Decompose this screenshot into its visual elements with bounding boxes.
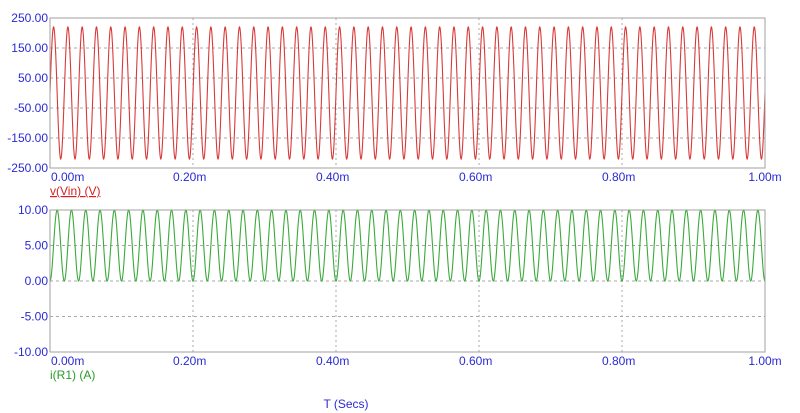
x-tick-label: 0.20m [173, 170, 206, 184]
x-tick-label: 0.00m [51, 354, 84, 368]
y-tick-label: 50.00 [18, 71, 48, 85]
y-tick-label: -150.00 [7, 131, 48, 145]
x-tick-label: 0.40m [316, 170, 349, 184]
x-tick-label: 0.60m [459, 354, 492, 368]
y-tick-label: -10.00 [14, 345, 48, 359]
y-tick-label: -50.00 [14, 101, 48, 115]
y-tick-label: -250.00 [7, 161, 48, 175]
plot-frame [49, 209, 766, 353]
plot-frame [49, 17, 766, 169]
y-tick-label: 10.00 [18, 203, 48, 217]
x-tick-label: 0.20m [173, 354, 206, 368]
series-label: i(R1) (A) [50, 368, 95, 382]
x-tick-label: 0.40m [316, 354, 349, 368]
y-tick-label: 150.00 [11, 41, 48, 55]
waveform-trace [49, 209, 766, 282]
x-tick-label: 0.80m [602, 354, 635, 368]
y-tick-label: 0.00 [25, 274, 49, 288]
y-tick-label: 250.00 [11, 11, 48, 25]
voltage-plot: 250.00 150.00 50.00 -50.00 -150.00 -250.000.0… [7, 11, 781, 198]
waveform-trace [49, 25, 766, 161]
series-label: v(Vin) (V) [50, 184, 100, 198]
x-axis-title: T (Secs) [323, 397, 368, 411]
x-tick-label: 0.60m [459, 170, 492, 184]
x-tick-label: 0.80m [602, 170, 635, 184]
current-plot: 10.00 5.00 0.00 -5.00 -10.000.00m 0.20m 0.40m 0… [14, 203, 782, 382]
y-tick-label: 5.00 [25, 239, 49, 253]
x-tick-label: 1.00m [748, 354, 781, 368]
x-tick-label: 0.00m [51, 170, 84, 184]
y-tick-label: -5.00 [21, 310, 49, 324]
x-tick-label: 1.00m [748, 170, 781, 184]
